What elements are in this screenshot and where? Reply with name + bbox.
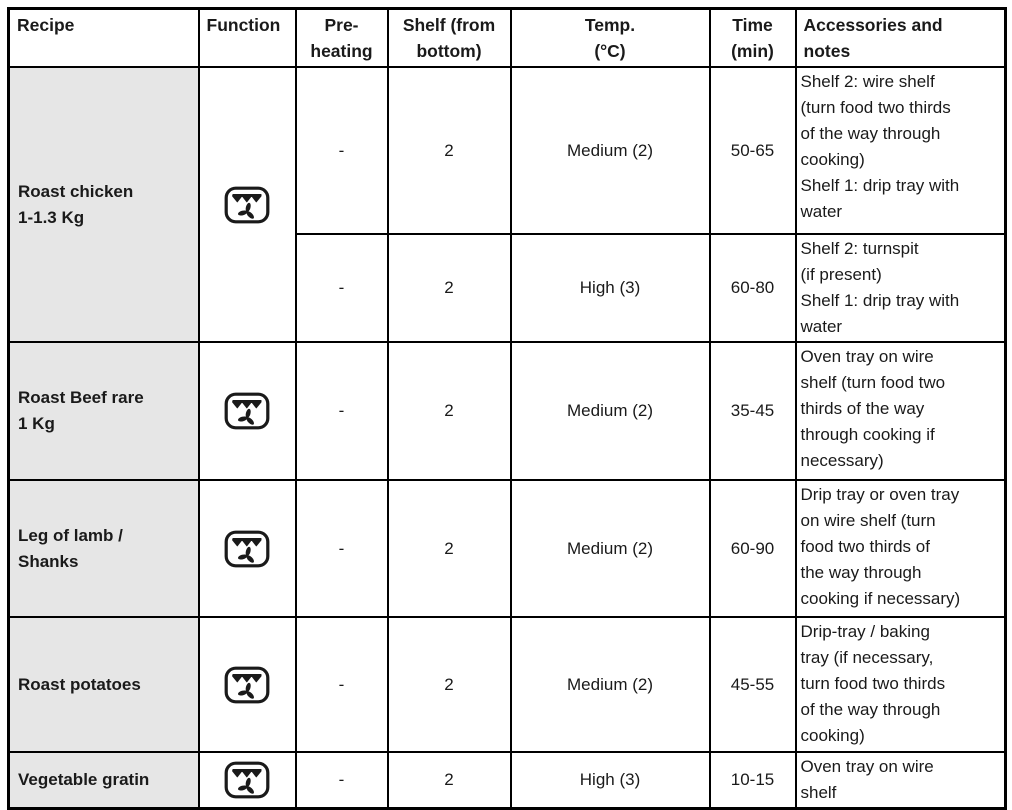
turbo-grill-fan-icon [224, 186, 270, 223]
function-cell [197, 341, 297, 481]
fan-blades [237, 408, 254, 425]
function-cell [197, 751, 297, 810]
turbo-grill-fan-icon [224, 530, 270, 567]
fan-blades [237, 682, 254, 699]
fan-blades [237, 202, 254, 219]
preheating-cell: - [294, 233, 389, 343]
column-header-function: Function [197, 7, 297, 68]
time-cell: 60-90 [708, 479, 797, 618]
table-row: Leg of lamb / Shanks - 2 Medium (2) 60-9… [7, 479, 1007, 618]
column-header-accessories: Accessories and notes [794, 7, 1007, 68]
turbo-grill-fan-icon [224, 761, 270, 799]
preheating-cell: - [294, 66, 389, 235]
time-cell: 45-55 [708, 616, 797, 753]
shelf-cell: 2 [386, 66, 512, 235]
shelf-cell: 2 [386, 479, 512, 618]
temp-cell: Medium (2) [509, 66, 711, 235]
accessories-cell: Oven tray on wire shelf [794, 751, 1007, 810]
preheating-cell: - [294, 751, 389, 810]
function-cell [197, 479, 297, 618]
fan-blades [237, 777, 254, 794]
preheating-cell: - [294, 479, 389, 618]
shelf-cell: 2 [386, 341, 512, 481]
time-cell: 50-65 [708, 66, 797, 235]
temp-cell: High (3) [509, 233, 711, 343]
oven-cooking-table: Recipe Function Pre- heating Shelf (from… [7, 7, 1007, 810]
header-row: Recipe Function Pre- heating Shelf (from… [7, 7, 1007, 68]
accessories-cell: Oven tray on wire shelf (turn food two t… [794, 341, 1007, 481]
table-row: Roast chicken 1-1.3 Kg - 2 Medium (2) 50… [7, 66, 1007, 343]
recipe-cell: Leg of lamb / Shanks [7, 479, 200, 618]
recipe-cell: Vegetable gratin [7, 751, 200, 810]
recipe-cell: Roast Beef rare 1 Kg [7, 341, 200, 481]
time-cell: 35-45 [708, 341, 797, 481]
table-row: Vegetable gratin - 2 High (3) 10-15 Oven… [7, 751, 1007, 810]
time-cell: 10-15 [708, 751, 797, 810]
shelf-cell: 2 [386, 233, 512, 343]
column-header-temp: Temp. (°C) [509, 7, 711, 68]
column-header-preheating: Pre- heating [294, 7, 389, 68]
temp-cell: Medium (2) [509, 341, 711, 481]
time-cell: 60-80 [708, 233, 797, 343]
recipe-cell: Roast potatoes [7, 616, 200, 753]
recipe-cell: Roast chicken 1-1.3 Kg [7, 66, 200, 343]
temp-cell: Medium (2) [509, 479, 711, 618]
accessories-cell: Shelf 2: turnspit (if present) Shelf 1: … [794, 233, 1007, 343]
shelf-cell: 2 [386, 616, 512, 753]
function-cell [197, 66, 297, 343]
column-header-shelf: Shelf (from bottom) [386, 7, 512, 68]
accessories-cell: Drip tray or oven tray on wire shelf (tu… [794, 479, 1007, 618]
fan-blades [237, 546, 254, 563]
accessories-cell: Shelf 2: wire shelf (turn food two third… [794, 66, 1007, 235]
accessories-cell: Drip-tray / baking tray (if necessary, t… [794, 616, 1007, 753]
function-cell [197, 616, 297, 753]
column-header-recipe: Recipe [7, 7, 200, 68]
column-header-time: Time (min) [708, 7, 797, 68]
preheating-cell: - [294, 341, 389, 481]
table-row: - 2 High (3) 60-80 Shelf 2: turnspit (if… [9, 233, 1007, 343]
shelf-cell: 2 [386, 751, 512, 810]
table-row: Roast potatoes - 2 Medium (2) 45-55 Drip… [7, 616, 1007, 753]
temp-cell: High (3) [509, 751, 711, 810]
turbo-grill-fan-icon [224, 392, 270, 430]
turbo-grill-fan-icon [224, 666, 270, 703]
temp-cell: Medium (2) [509, 616, 711, 753]
preheating-cell: - [294, 616, 389, 753]
table-row: Roast Beef rare 1 Kg - 2 Medium (2) 35-4… [7, 341, 1007, 481]
